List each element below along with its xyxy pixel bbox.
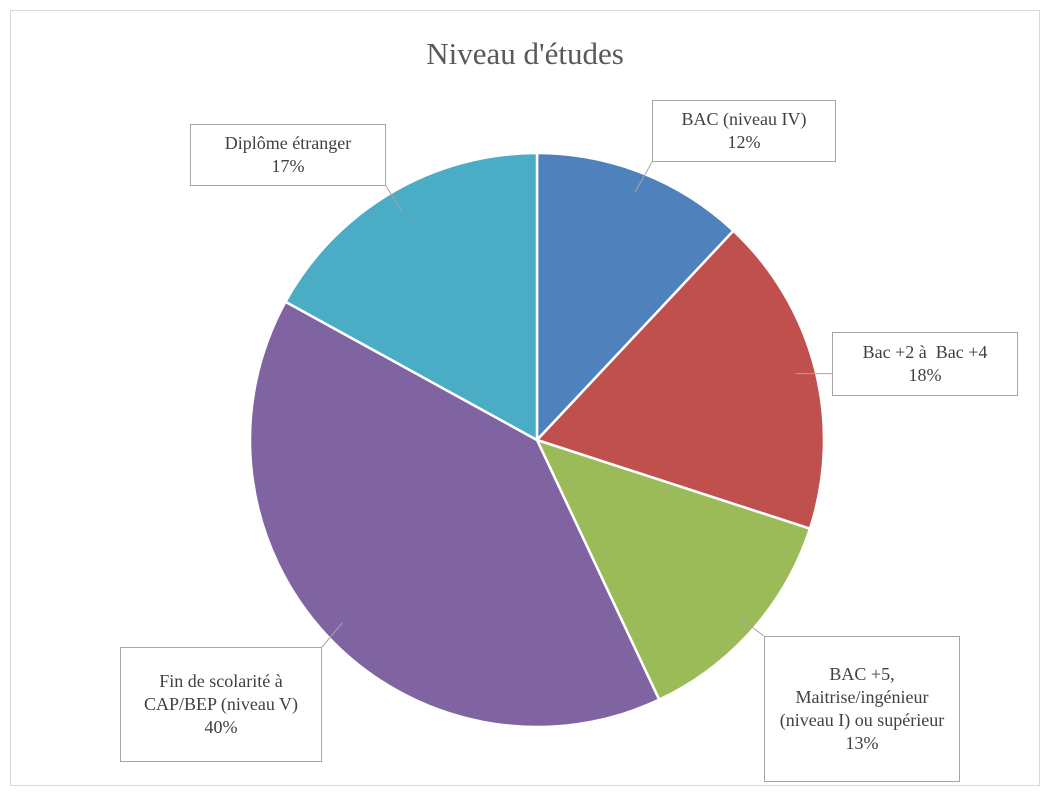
chart-title: Niveau d'études [426,36,624,71]
data-label: Diplôme étranger 17% [190,124,386,186]
value-label: 40% [204,717,238,737]
category-label: BAC +5, Maitrise/ingénieur (niveau I) ou… [779,664,945,730]
category-label: Diplôme étranger [224,133,352,153]
category-label: Fin de scolarité à CAP/BEP (niveau V) [143,671,298,714]
leader-line [385,185,402,211]
pie-slice [534,229,826,531]
data-label: Fin de scolarité à CAP/BEP (niveau V) 40% [120,647,322,762]
category-label: Bac +2 à Bac +4 [862,342,988,362]
chart-frame [10,10,1040,786]
data-label: BAC (niveau IV) 12% [652,100,836,162]
value-label: 18% [908,365,942,385]
pie-slice [535,151,736,444]
value-label: 13% [845,733,879,753]
value-label: 12% [727,132,761,152]
data-label: Bac +2 à Bac +4 18% [832,332,1018,396]
pie-slice [248,300,661,729]
data-label: BAC +5, Maitrise/ingénieur (niveau I) ou… [764,636,960,782]
leader-line [634,161,653,193]
leader-line [321,622,343,648]
category-label: BAC (niveau IV) [681,109,807,129]
leader-line [736,616,765,637]
pie-slice [534,437,812,702]
value-label: 17% [271,156,305,176]
